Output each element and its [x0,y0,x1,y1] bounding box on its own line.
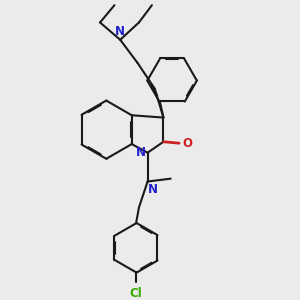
Text: O: O [183,137,193,150]
Text: N: N [148,183,158,196]
Text: Cl: Cl [130,287,142,300]
Text: N: N [136,146,146,159]
Text: N: N [115,25,125,38]
